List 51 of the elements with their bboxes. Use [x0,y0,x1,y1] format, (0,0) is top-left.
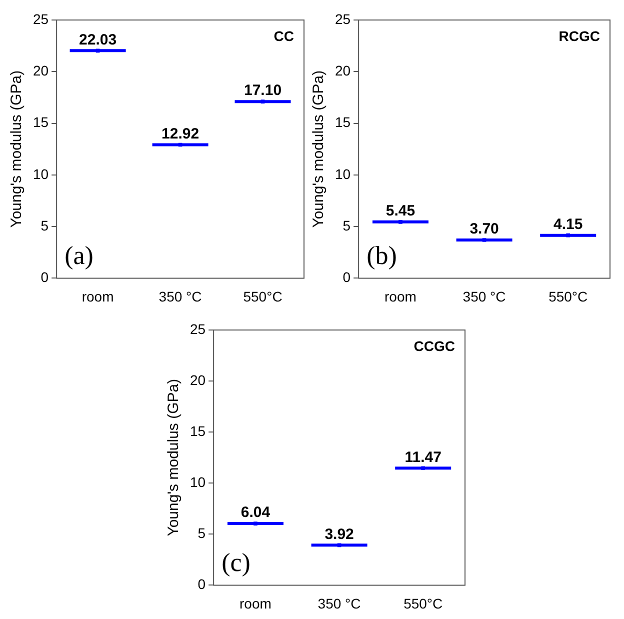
x-tick-label: room [82,288,114,304]
y-tick-label: 15 [32,114,49,130]
data-label: 12.92 [162,125,200,142]
text: CCGC [414,338,455,354]
y-tick-label: 10 [334,166,351,182]
point [482,238,486,242]
y-axis-title: Young's modulus (GPa) [8,70,26,228]
data-label: 17.10 [244,82,282,100]
y-tick-label: 5 [198,525,206,542]
x-tick-label: 550°C [548,288,588,304]
y-tick-label: 0 [198,576,206,592]
annotation: (b) [366,241,397,270]
y-tick-label: 20 [32,62,49,78]
point [421,466,426,470]
text: CC [274,28,294,44]
data-label: 22.03 [79,31,117,48]
data-label: 6.04 [240,504,271,522]
x-tick-label: room [240,595,272,612]
y-tick-label: 25 [334,10,351,27]
y-tick-label: 5 [40,217,49,234]
y-tick-label: 10 [190,474,206,490]
data-label: 4.15 [553,216,583,233]
y-tick-label: 10 [32,166,49,182]
x-tick-label: 350 °C [462,288,506,304]
y-tick-label: 25 [190,320,206,337]
y-tick-label: 20 [334,62,351,78]
text: RCGC [558,28,600,44]
x-tick-label: 350 °C [318,595,361,612]
data-label: 3.92 [324,526,354,543]
annotation: (c) [222,548,250,578]
point [398,220,402,224]
y-tick-label: 0 [342,269,351,286]
x-tick-label: 550°C [243,288,282,304]
point [260,100,265,104]
y-tick-label: 0 [40,269,49,286]
y-tick-label: 25 [32,10,49,27]
y-tick-label: 15 [190,422,206,439]
y-tick-label: 5 [342,217,351,234]
data-label: 5.45 [386,202,416,220]
data-label: 3.70 [470,220,499,238]
x-tick-label: 550°C [404,595,443,612]
y-axis-title: Young's modulus (GPa) [165,378,182,536]
y-tick-label: 20 [190,372,206,388]
data-label: 11.47 [404,448,442,466]
x-tick-label: 350 °C [158,288,202,304]
y-axis-title: Young's modulus (GPa) [310,70,328,228]
annotation: (a) [64,241,94,270]
point [566,233,570,238]
point [254,522,258,526]
y-tick-label: 15 [334,114,351,130]
x-tick-label: room [384,288,416,304]
